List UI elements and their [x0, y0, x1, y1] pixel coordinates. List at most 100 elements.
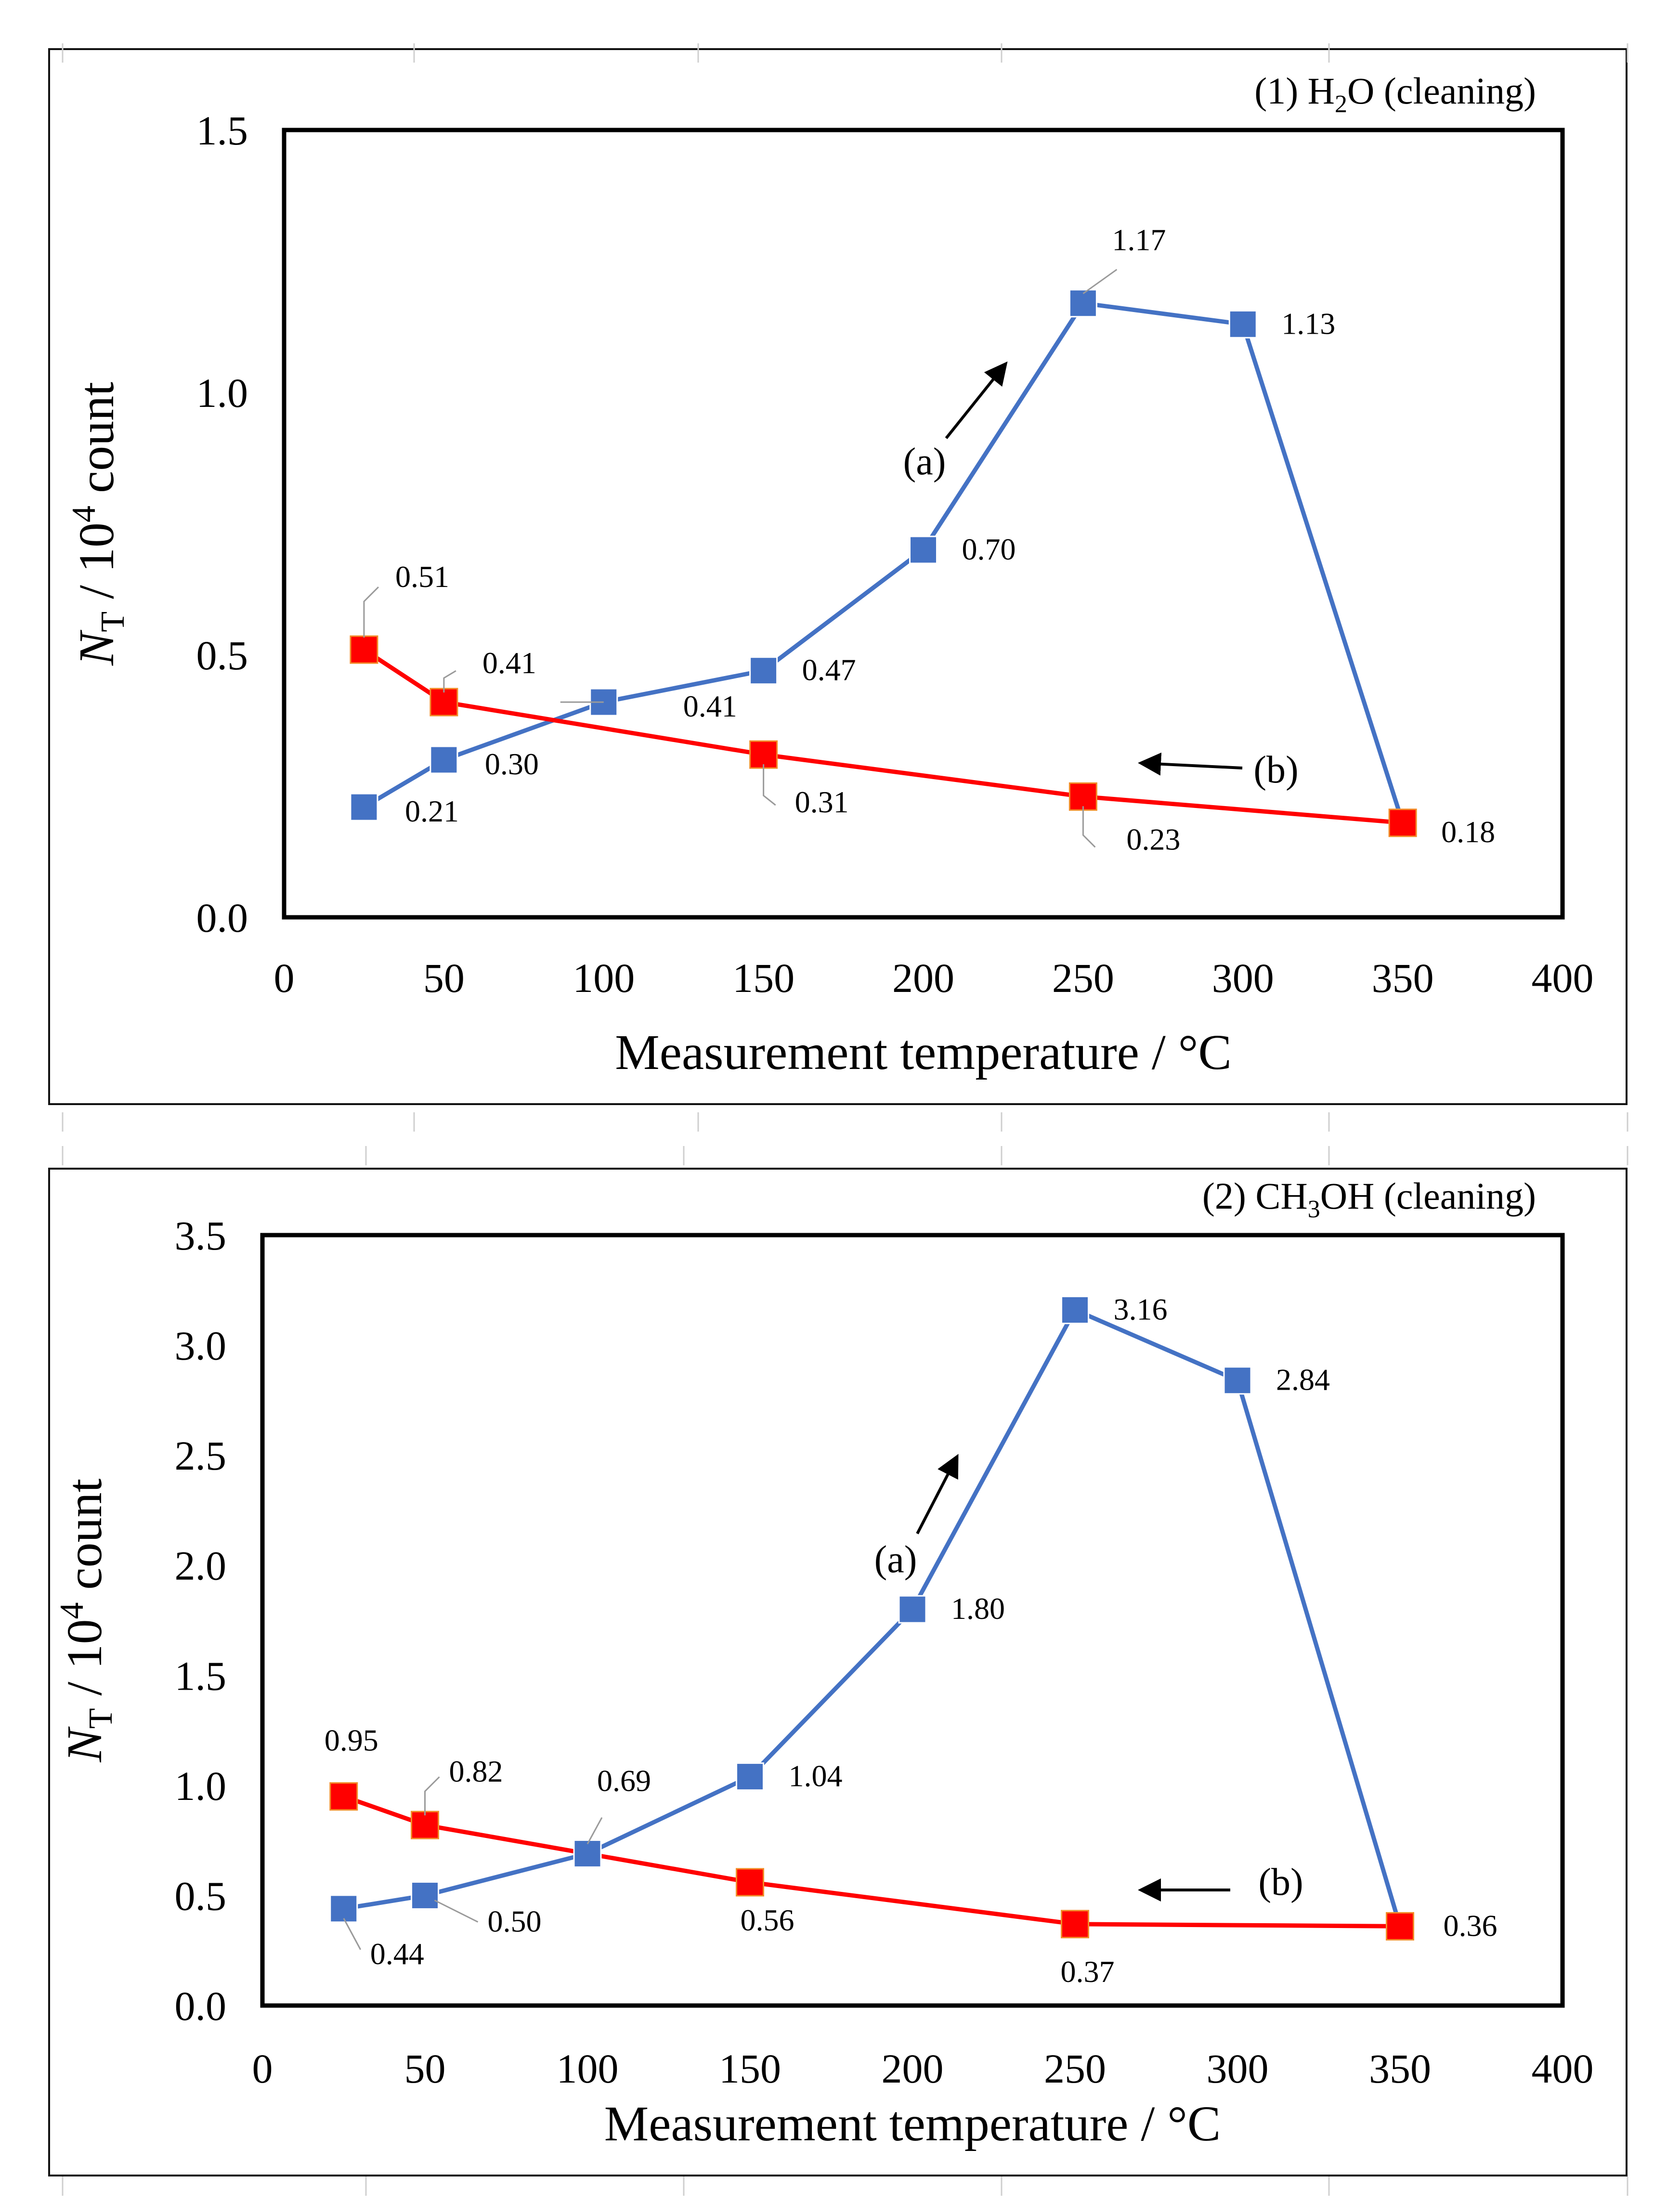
data-point-b: [430, 688, 458, 717]
plot-area: [260, 1233, 1565, 2008]
data-label: 0.30: [485, 747, 539, 781]
data-label: 0.50: [488, 1904, 542, 1938]
data-point-b: [1386, 1912, 1414, 1941]
arrow-a: [916, 1454, 959, 1535]
x-tick-label: 250: [1052, 955, 1114, 1001]
label-leader-line: [763, 764, 776, 806]
data-label: 1.04: [789, 1759, 843, 1793]
data-label: 0.82: [449, 1754, 503, 1788]
data-label: 0.36: [1444, 1908, 1498, 1942]
data-label: 1.13: [1281, 306, 1335, 340]
data-label: 0.69: [597, 1764, 651, 1798]
label-leader-line: [424, 1776, 440, 1816]
x-tick-label: 0: [274, 955, 295, 1001]
x-tick-label: 250: [1044, 2046, 1106, 2092]
data-label: 2.84: [1276, 1363, 1330, 1397]
data-point-a: [1223, 1366, 1252, 1395]
x-tick-label: 150: [732, 955, 794, 1001]
chart-1: (1) H2O (cleaning) 0.0 0.5 1.0 1.5 0 50 100 150 2…: [65, 70, 1594, 1080]
data-label: 0.21: [405, 794, 459, 828]
data-label: 0.70: [962, 532, 1016, 566]
x-axis-label: Measurement temperature / °C: [615, 1025, 1231, 1080]
data-label: 0.37: [1061, 1954, 1115, 1989]
arrow-b: [1138, 752, 1243, 776]
y-tick-label: 3.5: [175, 1212, 227, 1259]
y-tick-label: 1.5: [175, 1653, 227, 1699]
x-tick-label: 150: [719, 2046, 781, 2092]
x-tick-label: 300: [1207, 2046, 1269, 2092]
label-leader-line: [363, 586, 379, 638]
data-label: 0.56: [741, 1903, 794, 1937]
y-tick-label: 0.0: [175, 1983, 227, 2029]
label-leader-line: [1082, 269, 1118, 294]
data-point-b: [411, 1811, 439, 1839]
data-point-a: [898, 1595, 927, 1624]
arrow-a: [945, 361, 1008, 439]
data-label: 1.17: [1112, 223, 1166, 257]
data-label: 1.80: [951, 1591, 1005, 1626]
label-leader-line: [343, 1918, 362, 1950]
x-tick-label: 50: [404, 2046, 446, 2092]
annotation-b: (b): [1253, 749, 1298, 791]
data-point-a: [573, 1839, 602, 1868]
data-point-a: [1061, 1295, 1089, 1324]
panel-frame: [48, 1168, 1628, 2176]
plot-area: [282, 128, 1565, 920]
data-label: 0.44: [370, 1937, 424, 1971]
x-tick-label: 350: [1372, 955, 1434, 1001]
label-leader-line: [443, 670, 456, 693]
data-point-a: [411, 1881, 439, 1910]
data-point-b: [749, 740, 778, 769]
data-point-b: [1388, 808, 1417, 837]
label-leader-line: [586, 1817, 603, 1845]
data-point-a: [909, 535, 938, 564]
annotation-a: (a): [874, 1538, 917, 1581]
data-point-b: [736, 1868, 764, 1897]
x-tick-label: 100: [557, 2046, 619, 2092]
data-point-b: [329, 1782, 358, 1811]
x-tick-label: 50: [423, 955, 465, 1001]
label-leader-line: [434, 1900, 479, 1923]
y-tick-label: 2.5: [175, 1433, 227, 1479]
annotation-a: (a): [903, 441, 946, 483]
x-axis-label: Measurement temperature / °C: [604, 2096, 1221, 2151]
data-point-a: [736, 1762, 764, 1791]
panel-title: (2) CH3OH (cleaning): [1202, 1175, 1536, 1223]
x-tick-label: 200: [892, 955, 954, 1001]
x-tick-label: 300: [1212, 955, 1274, 1001]
y-tick-label: 0.0: [196, 895, 248, 941]
data-label: 3.16: [1114, 1292, 1168, 1326]
data-label: 0.18: [1441, 815, 1495, 849]
data-label: 0.31: [795, 785, 849, 819]
data-label: 0.23: [1126, 822, 1180, 856]
data-label: 0.47: [802, 653, 856, 687]
data-point-a: [749, 656, 778, 685]
data-point-a: [329, 1894, 358, 1923]
x-tick-label: 400: [1532, 2046, 1594, 2092]
data-point-a: [350, 793, 378, 821]
data-point-a: [430, 745, 458, 774]
data-point-b: [350, 635, 378, 664]
y-tick-label: 2.0: [175, 1543, 227, 1589]
x-tick-label: 100: [573, 955, 635, 1001]
data-point-a: [1068, 289, 1097, 318]
annotation-b: (b): [1258, 1861, 1303, 1903]
y-tick-label: 0.5: [175, 1873, 227, 1919]
series-line-a: [343, 1307, 1402, 1927]
x-tick-label: 0: [252, 2046, 273, 2092]
x-tick-label: 400: [1532, 955, 1594, 1001]
series-line-a: [363, 301, 1405, 824]
data-point-b: [1061, 1910, 1089, 1939]
y-tick-label: 1.0: [175, 1763, 227, 1809]
y-tick-label: 1.0: [196, 370, 248, 416]
panel-frame: [48, 48, 1628, 1105]
label-leader-line: [1082, 806, 1096, 848]
data-label: 0.51: [395, 560, 449, 594]
data-label: 0.95: [325, 1723, 378, 1758]
x-tick-label: 200: [882, 2046, 944, 2092]
y-tick-label: 0.5: [196, 632, 248, 678]
panel-title: (1) H2O (cleaning): [1254, 70, 1536, 118]
data-label: 0.41: [683, 689, 737, 723]
data-point-a: [1228, 310, 1257, 339]
